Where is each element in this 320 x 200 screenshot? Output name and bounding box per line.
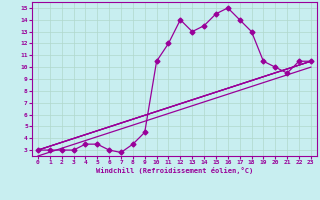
X-axis label: Windchill (Refroidissement éolien,°C): Windchill (Refroidissement éolien,°C): [96, 167, 253, 174]
